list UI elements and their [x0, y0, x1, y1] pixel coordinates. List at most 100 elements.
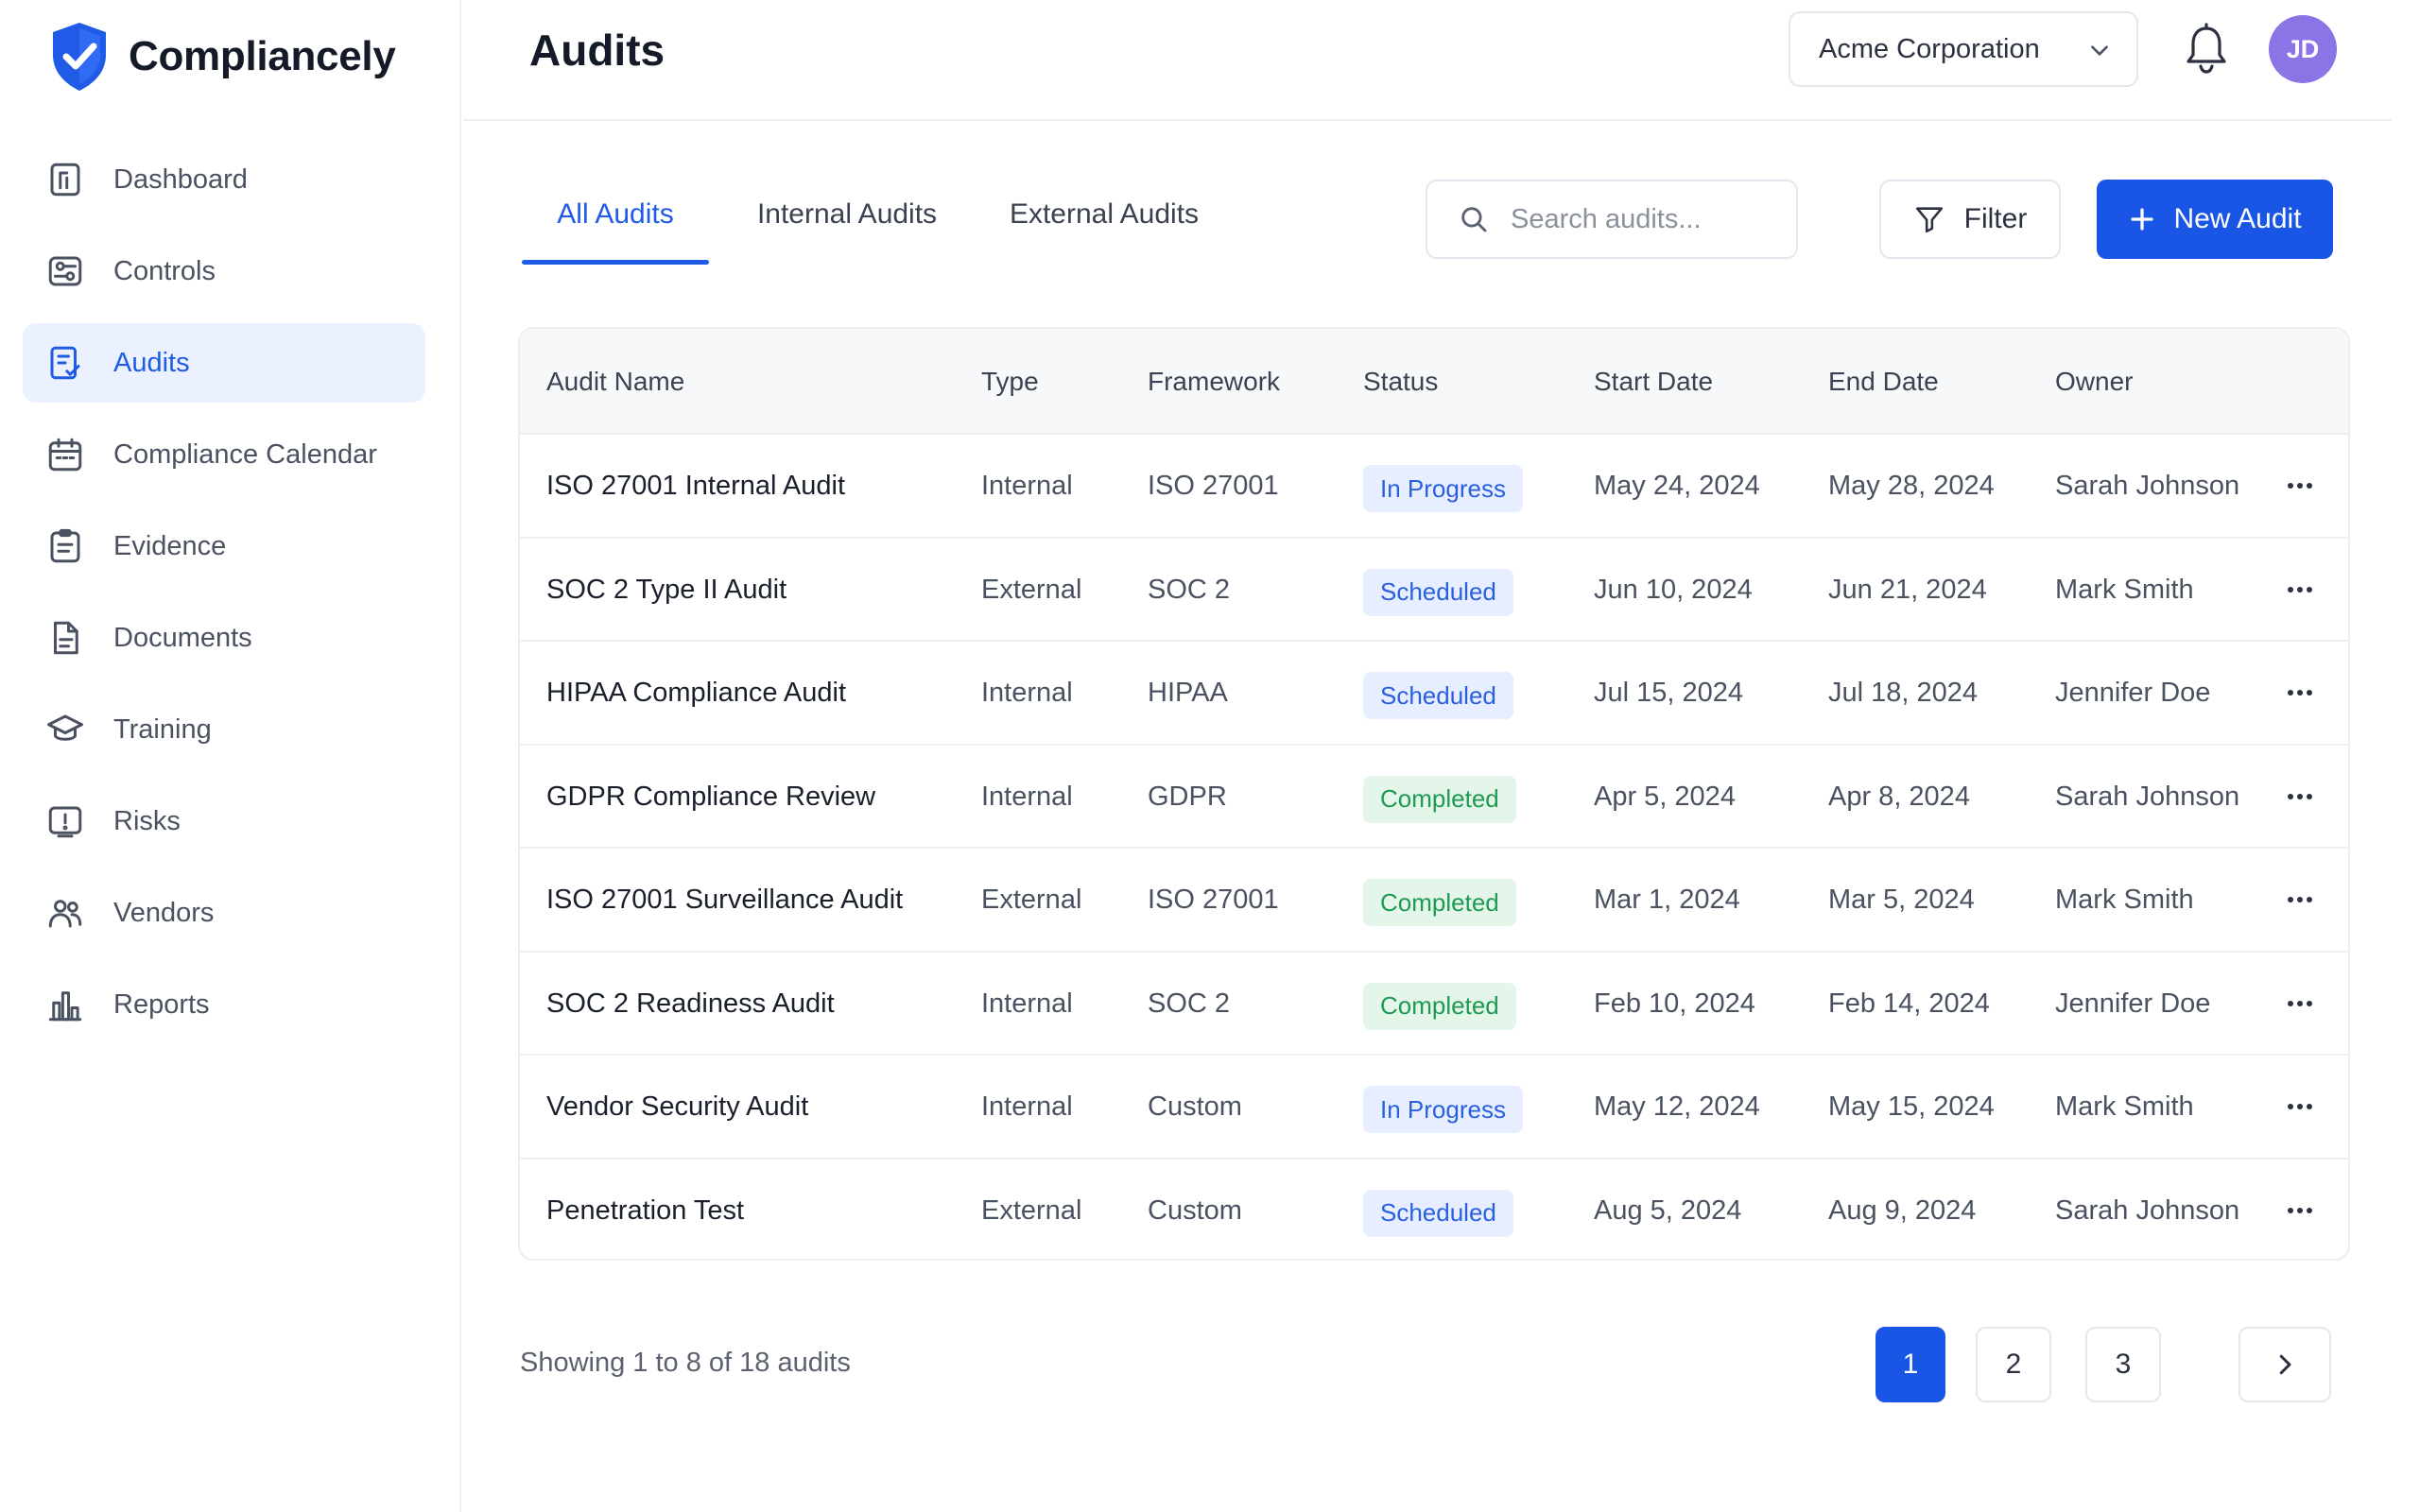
owner-cell: Jennifer Doe — [2055, 678, 2211, 708]
status-badge: Scheduled — [1363, 672, 1513, 719]
column-header-start-date[interactable]: Start Date — [1594, 367, 1714, 396]
tab-external-audits[interactable]: External Audits — [1009, 198, 1200, 230]
start-date-cell: Apr 5, 2024 — [1594, 781, 1736, 812]
sidebar-item-label: Training — [113, 713, 212, 745]
audit-name-cell[interactable]: ISO 27001 Surveillance Audit — [546, 885, 904, 915]
sidebar-item-label: Risks — [113, 805, 181, 836]
audit-name-cell[interactable]: ISO 27001 Internal Audit — [546, 471, 845, 501]
document-icon — [45, 618, 85, 658]
table-row[interactable]: ISO 27001 Internal Audit Internal ISO 2700… — [520, 435, 2348, 539]
sidebar-item-reports[interactable]: Reports — [23, 965, 425, 1044]
table-row[interactable]: Vendor Security Audit Internal Custom May 1… — [520, 1056, 2348, 1160]
end-date-cell: Jul 18, 2024 — [1828, 678, 1979, 708]
table-body: ISO 27001 Internal Audit Internal ISO 2700… — [520, 435, 2348, 1260]
sidebar-item-label: Documents — [113, 622, 252, 653]
owner-cell: Sarah Johnson — [2055, 1194, 2240, 1226]
sidebar-item-audits[interactable]: Audits — [23, 323, 425, 403]
audit-name-cell[interactable]: Penetration Test — [546, 1194, 745, 1226]
column-header-status[interactable]: Status — [1363, 367, 1439, 396]
sidebar: Compliancely Dashboard Controls Audits Comp… — [0, 0, 461, 1512]
sidebar-item-dashboard[interactable]: Dashboard — [23, 140, 425, 219]
type-cell: Internal — [981, 988, 1073, 1019]
table-header: Audit Name Type Framework Status Start D… — [520, 329, 2348, 435]
status-badge: Completed — [1363, 982, 1516, 1030]
table-row[interactable]: SOC 2 Readiness Audit Internal SOC 2 Feb 10… — [520, 953, 2348, 1056]
table-row[interactable]: Penetration Test External Custom Aug 5, 202… — [520, 1160, 2348, 1260]
table-row[interactable]: HIPAA Compliance Audit Internal HIPAA Jul 1… — [520, 642, 2348, 746]
sidebar-item-training[interactable]: Training — [23, 690, 425, 769]
risk-icon — [45, 801, 85, 841]
more-horizontal-icon — [2288, 1000, 2312, 1006]
filter-button[interactable]: Filter — [1879, 180, 2061, 259]
sidebar-item-vendors[interactable]: Vendors — [23, 873, 425, 953]
row-actions-button[interactable] — [2276, 778, 2324, 816]
end-date-cell: Jun 21, 2024 — [1828, 574, 1987, 605]
column-header-end-date[interactable]: End Date — [1828, 367, 1939, 396]
page-title: Audits — [529, 26, 666, 75]
sidebar-item-label: Audits — [113, 347, 190, 378]
table-row[interactable]: SOC 2 Type II Audit External SOC 2 Jun 10, … — [520, 539, 2348, 642]
controls-icon — [45, 251, 85, 291]
search-box — [1426, 180, 1798, 259]
owner-cell: Sarah Johnson — [2055, 781, 2240, 812]
sidebar-item-controls[interactable]: Controls — [23, 232, 425, 311]
sidebar-item-label: Reports — [113, 988, 210, 1020]
next-page-button[interactable] — [2238, 1327, 2331, 1402]
sidebar-item-risks[interactable]: Risks — [23, 782, 425, 861]
status-badge: Completed — [1363, 879, 1516, 926]
start-date-cell: Jul 15, 2024 — [1594, 678, 1744, 708]
column-header-audit-name[interactable]: Audit Name — [546, 367, 685, 396]
chevron-down-icon — [2091, 45, 2108, 56]
row-actions-button[interactable] — [2276, 571, 2324, 609]
column-header-owner[interactable]: Owner — [2055, 367, 2134, 396]
page-button-2[interactable]: 2 — [1976, 1327, 2051, 1402]
column-header-type[interactable]: Type — [981, 367, 1039, 396]
row-actions-button[interactable] — [2276, 1088, 2324, 1125]
top-header: Audits Acme Corporation JD — [463, 0, 2392, 121]
sidebar-item-documents[interactable]: Documents — [23, 598, 425, 678]
tab-internal-audits[interactable]: Internal Audits — [756, 198, 938, 230]
chevron-right-icon — [2279, 1354, 2291, 1375]
row-actions-button[interactable] — [2276, 674, 2324, 712]
status-badge: Scheduled — [1363, 568, 1513, 616]
more-horizontal-icon — [2288, 897, 2312, 902]
row-actions-button[interactable] — [2276, 1192, 2324, 1229]
user-avatar[interactable]: JD — [2269, 15, 2337, 83]
status-badge: Completed — [1363, 775, 1516, 823]
framework-cell: SOC 2 — [1148, 574, 1231, 605]
row-actions-button[interactable] — [2276, 985, 2324, 1022]
audit-name-cell[interactable]: HIPAA Compliance Audit — [546, 678, 847, 708]
end-date-cell: May 28, 2024 — [1828, 471, 1995, 501]
start-date-cell: Feb 10, 2024 — [1594, 988, 1755, 1019]
start-date-cell: May 24, 2024 — [1594, 471, 1760, 501]
type-cell: External — [981, 885, 1082, 915]
table-row[interactable]: GDPR Compliance Review Internal GDPR Apr 5,… — [520, 746, 2348, 849]
new-audit-button[interactable]: New Audit — [2097, 180, 2333, 259]
row-actions-button[interactable] — [2276, 467, 2324, 505]
table-row[interactable]: ISO 27001 Surveillance Audit External ISO … — [520, 849, 2348, 953]
page-button-1[interactable]: 1 — [1876, 1327, 1945, 1402]
notification-bell-icon[interactable] — [2182, 23, 2231, 76]
audit-name-cell[interactable]: SOC 2 Readiness Audit — [546, 988, 835, 1019]
bar-chart-icon — [45, 985, 85, 1024]
owner-cell: Mark Smith — [2055, 885, 2194, 915]
row-actions-button[interactable] — [2276, 881, 2324, 919]
sidebar-item-compliance-calendar[interactable]: Compliance Calendar — [23, 415, 425, 494]
plus-icon — [2131, 208, 2154, 231]
search-input[interactable] — [1511, 203, 1794, 235]
brand[interactable]: Compliancely — [49, 21, 396, 93]
sidebar-item-label: Compliance Calendar — [113, 438, 377, 470]
column-header-framework[interactable]: Framework — [1148, 367, 1281, 396]
start-date-cell: Jun 10, 2024 — [1594, 574, 1753, 605]
audit-name-cell[interactable]: Vendor Security Audit — [546, 1091, 809, 1122]
tab-all-audits[interactable]: All Audits — [522, 180, 709, 265]
audit-name-cell[interactable]: GDPR Compliance Review — [546, 781, 876, 812]
status-badge: Scheduled — [1363, 1189, 1513, 1237]
audit-name-cell[interactable]: SOC 2 Type II Audit — [546, 574, 787, 605]
sidebar-item-evidence[interactable]: Evidence — [23, 507, 425, 586]
organization-select[interactable]: Acme Corporation — [1789, 11, 2138, 87]
framework-cell: SOC 2 — [1148, 988, 1231, 1019]
sidebar-item-label: Controls — [113, 255, 216, 286]
type-cell: External — [981, 574, 1082, 605]
page-button-3[interactable]: 3 — [2085, 1327, 2161, 1402]
